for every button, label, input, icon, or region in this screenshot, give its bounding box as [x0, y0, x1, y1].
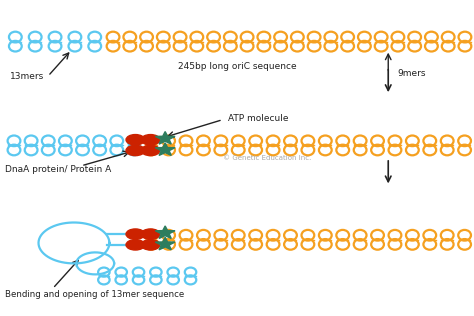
Ellipse shape [126, 135, 145, 145]
Ellipse shape [126, 229, 145, 239]
Ellipse shape [126, 145, 145, 156]
Polygon shape [155, 143, 175, 155]
Text: 9mers: 9mers [398, 69, 426, 77]
Polygon shape [155, 131, 175, 144]
Ellipse shape [141, 229, 160, 239]
Text: © Genetic Education Inc.: © Genetic Education Inc. [223, 155, 311, 161]
Text: 13mers: 13mers [10, 72, 45, 81]
Text: 245bp long oriC sequence: 245bp long oriC sequence [178, 62, 296, 71]
Polygon shape [155, 237, 175, 250]
Ellipse shape [126, 240, 145, 250]
Ellipse shape [141, 145, 160, 156]
Text: DnaA protein/ Protein A: DnaA protein/ Protein A [5, 165, 112, 173]
Ellipse shape [141, 240, 160, 250]
Polygon shape [155, 226, 175, 239]
Text: ATP molecule: ATP molecule [228, 114, 288, 123]
Text: Bending and opening of 13mer sequence: Bending and opening of 13mer sequence [5, 290, 185, 299]
Ellipse shape [141, 135, 160, 145]
